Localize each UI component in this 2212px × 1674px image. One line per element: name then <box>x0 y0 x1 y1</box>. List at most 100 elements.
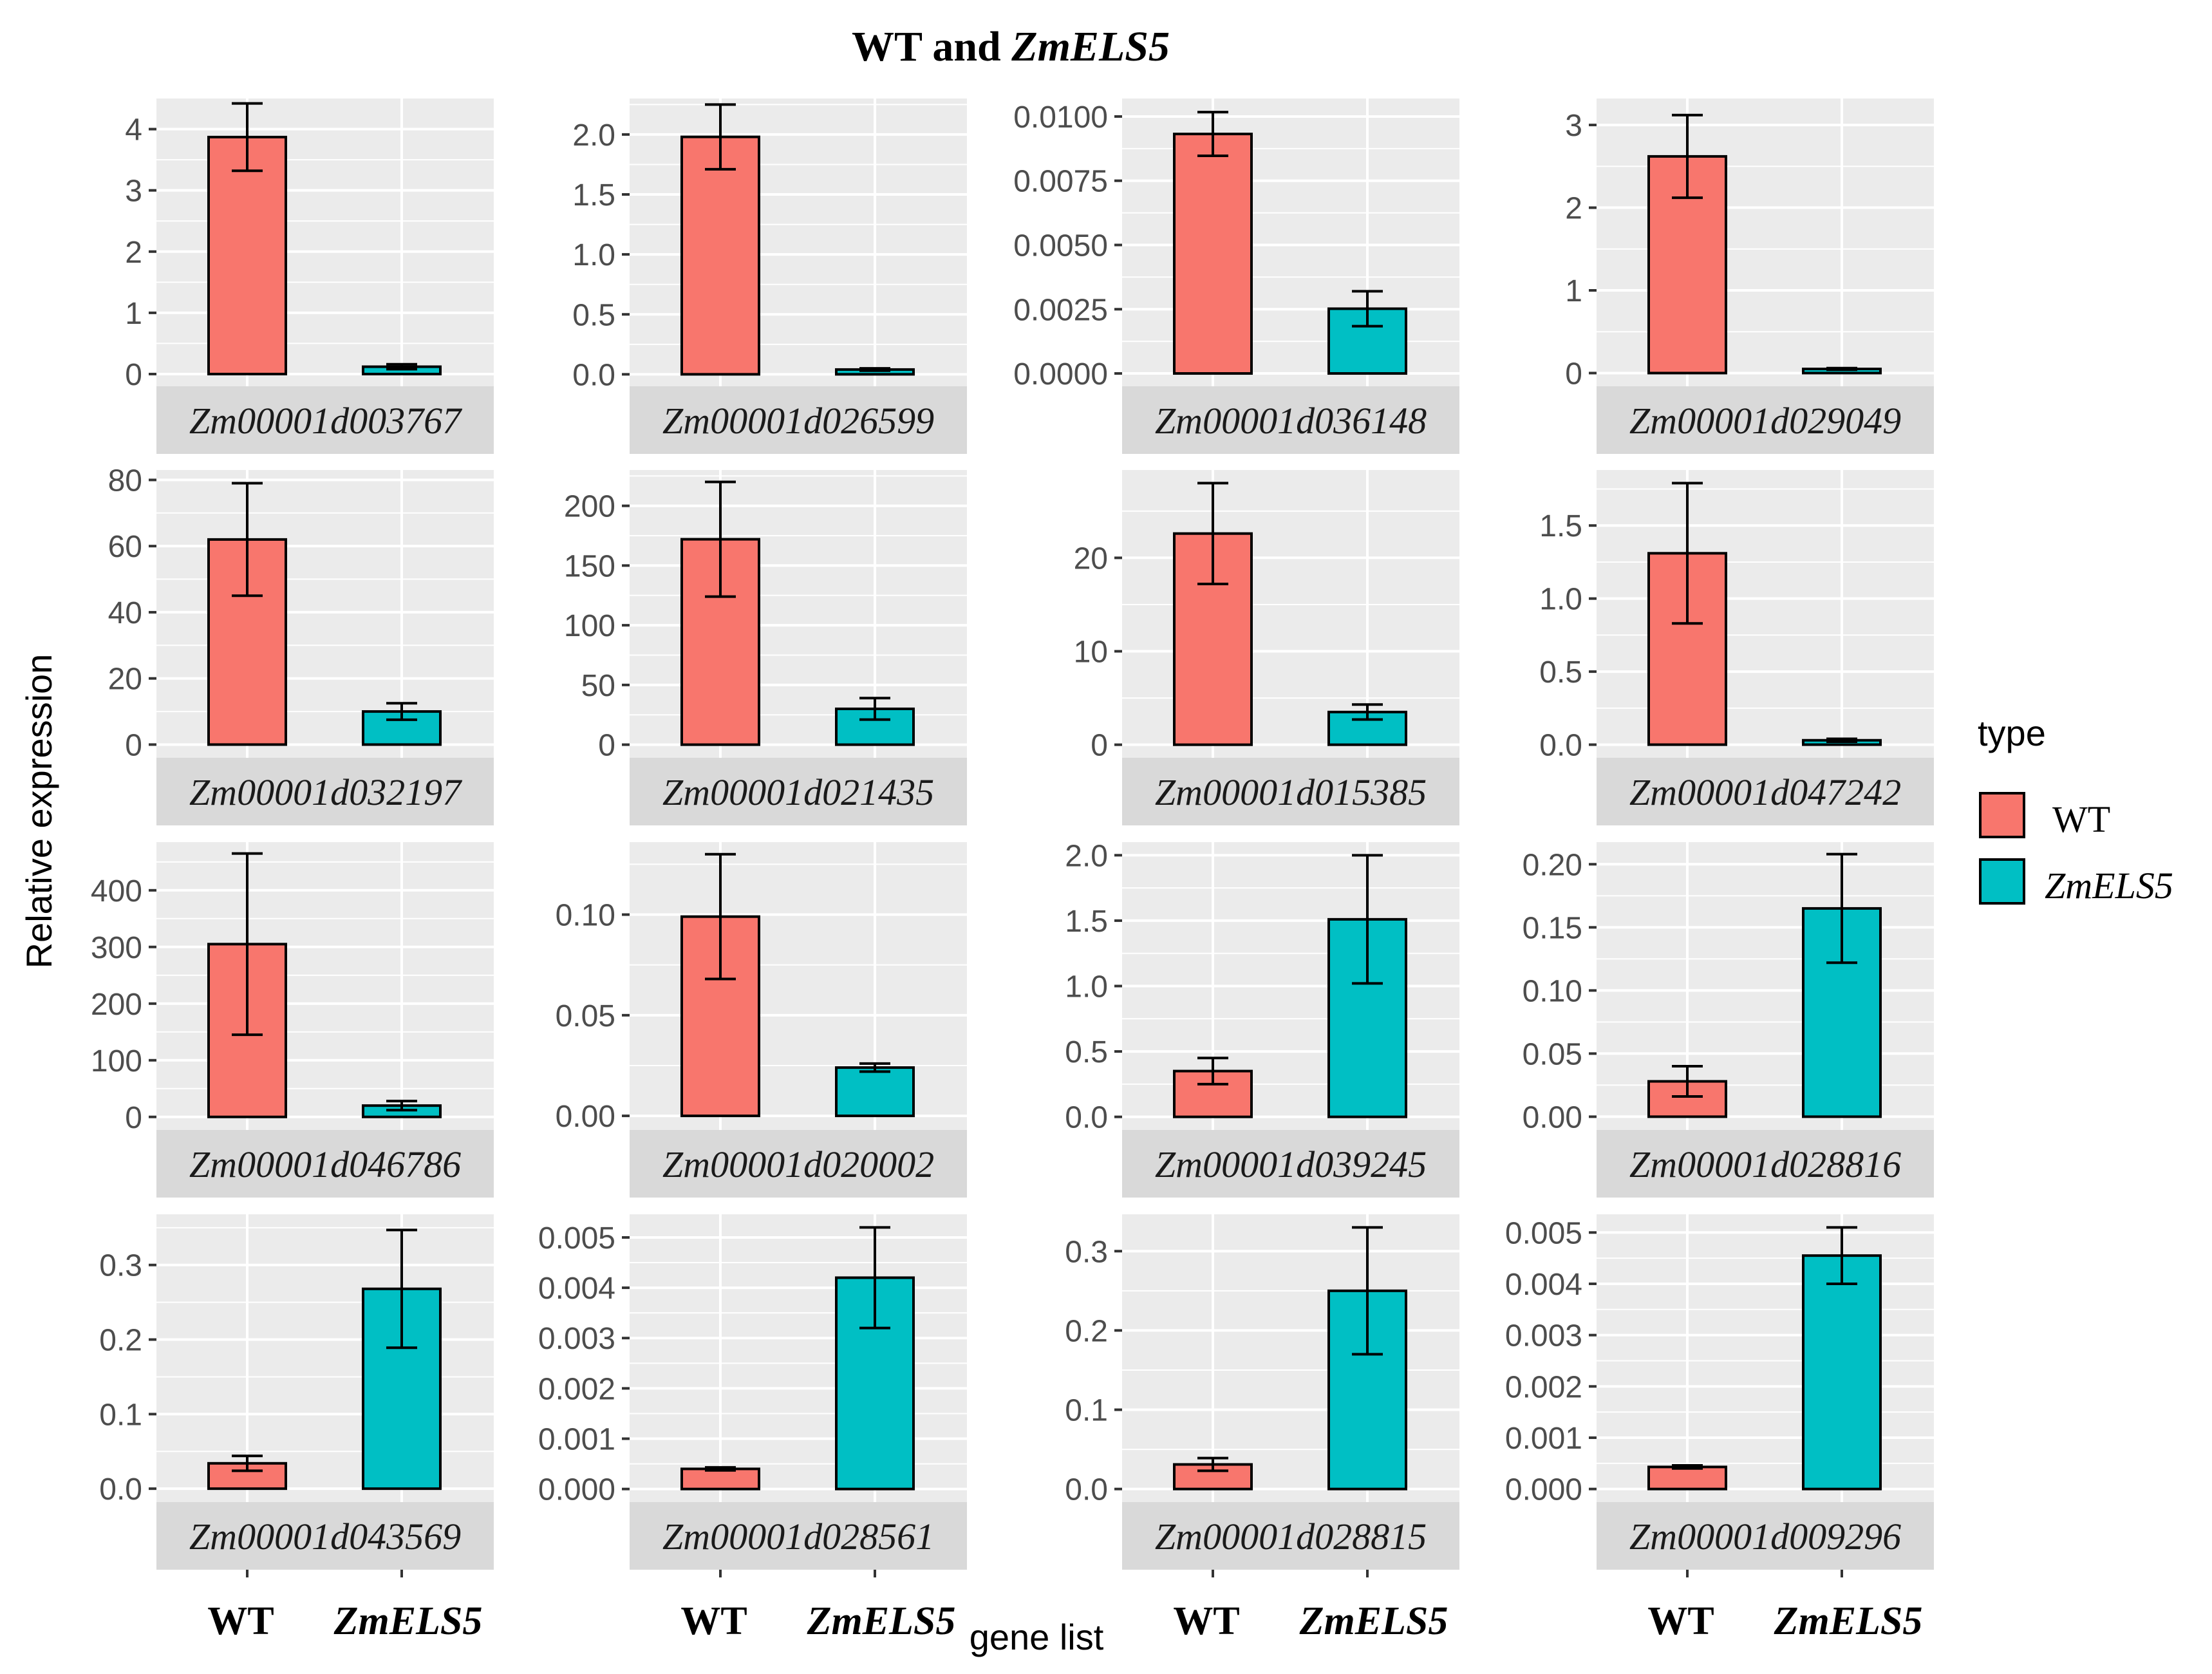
y-tick-label: 200 <box>564 490 615 524</box>
panel-Zm00001d043569: 0.0 0.1 0.2 0.3 Zm00001d043569 WT ZmELS5 <box>99 1214 494 1643</box>
legend-swatch-wt <box>1979 792 2025 838</box>
facet-strip <box>1122 758 1459 825</box>
error-bar-wt <box>1197 111 1228 158</box>
facet-strip-label: Zm00001d039245 <box>1155 1143 1427 1185</box>
y-tick-label: 80 <box>108 464 142 498</box>
y-tick-label: 0.0 <box>1065 1473 1108 1507</box>
error-bar-zmels5 <box>1352 1226 1383 1356</box>
panel-background <box>630 1214 967 1502</box>
facet-strip-label: Zm00001d047242 <box>1629 771 1901 813</box>
panel-Zm00001d047242: 0.0 0.5 1.0 1.5 Zm00001d047242 <box>1539 470 1934 825</box>
y-tick-label: 1.5 <box>1539 509 1582 543</box>
error-bar-zmels5 <box>386 1100 417 1112</box>
y-tick-label: 100 <box>91 1044 142 1078</box>
facet-strip <box>1597 1130 1934 1198</box>
facet-strip <box>1597 1502 1934 1570</box>
panel-Zm00001d009296: 0.000 0.001 0.002 0.003 0.004 0.005 Zm00001d00… <box>1505 1214 1934 1643</box>
y-tick-label: 0.10 <box>1523 974 1582 1008</box>
y-tick-label: 0.0 <box>1539 729 1582 763</box>
error-bar-wt <box>705 103 736 171</box>
panel-Zm00001d029049: 0 1 2 3 Zm00001d029049 <box>1565 99 1934 454</box>
y-tick-label: 0 <box>125 1101 142 1135</box>
legend: type WT ZmELS5 <box>1978 713 2173 907</box>
facet-strip <box>1597 386 1934 454</box>
y-tick-label: 0.000 <box>1505 1473 1582 1507</box>
error-bar-zmels5 <box>859 367 890 372</box>
facet-strip-label: Zm00001d028561 <box>662 1516 934 1557</box>
y-tick-label: 0.0025 <box>1013 293 1108 327</box>
error-bar-wt <box>705 480 736 598</box>
y-tick-label: 2.0 <box>1065 839 1108 873</box>
y-tick-label: 0.002 <box>538 1372 615 1406</box>
error-bar-zmels5 <box>1352 290 1383 328</box>
legend-swatch-zmels5 <box>1979 858 2025 905</box>
y-tick-label: 0.0 <box>99 1472 142 1507</box>
panel-background <box>1597 99 1934 386</box>
y-tick-label: 0.1 <box>1065 1394 1108 1428</box>
error-bar-wt <box>232 1454 263 1472</box>
facet-strip <box>630 1130 967 1198</box>
y-tick-label: 4 <box>125 113 142 147</box>
y-tick-label: 10 <box>1074 635 1108 670</box>
y-tick-label: 0.00 <box>556 1100 615 1134</box>
error-bar-zmels5 <box>1826 737 1857 744</box>
legend-title: type <box>1978 713 2046 753</box>
y-tick-label: 40 <box>108 596 142 630</box>
panel-background <box>1122 470 1459 758</box>
bar-zmels5 <box>1802 907 1882 1118</box>
error-bar-zmels5 <box>859 1062 890 1073</box>
error-bar-zmels5 <box>386 702 417 721</box>
error-bar-zmels5 <box>859 1226 890 1330</box>
y-tick-label: 0.0 <box>1065 1101 1108 1135</box>
y-tick-label: 150 <box>564 549 615 583</box>
panel-Zm00001d032197: 0 20 40 60 80 Zm00001d032197 <box>108 464 494 825</box>
facet-strip-label: Zm00001d009296 <box>1629 1516 1901 1557</box>
legend-label-wt: WT <box>2052 798 2110 840</box>
y-tick-label: 1 <box>125 297 142 331</box>
facet-strip <box>156 1502 494 1570</box>
facet-strip-label: Zm00001d028816 <box>1629 1143 1901 1185</box>
panel-background <box>1122 99 1459 386</box>
panel-background <box>1597 1214 1934 1502</box>
y-tick-label: 0.005 <box>1505 1216 1582 1250</box>
chart-title-plain: WT and <box>852 23 1011 70</box>
bar-zmels5 <box>1327 1289 1407 1491</box>
facet-strip <box>630 386 967 454</box>
x-tick-label-zmels5: ZmELS5 <box>333 1599 483 1643</box>
y-tick-label: 0 <box>598 729 615 763</box>
facet-strip-label: Zm00001d020002 <box>662 1143 934 1185</box>
bar-wt <box>680 135 760 376</box>
error-bar-wt <box>705 852 736 981</box>
y-tick-label: 0.5 <box>1065 1035 1108 1069</box>
bar-wt <box>680 1467 760 1491</box>
y-tick-label: 0.0075 <box>1013 165 1108 199</box>
facet-strip <box>1122 1130 1459 1198</box>
y-tick-label: 0.00 <box>1523 1100 1582 1134</box>
y-tick-label: 0.0050 <box>1013 229 1108 263</box>
facet-strip-label: Zm00001d026599 <box>662 400 934 442</box>
y-tick-label: 50 <box>581 669 615 703</box>
facet-strip-label: Zm00001d036148 <box>1155 400 1427 442</box>
panel-Zm00001d021435: 0 50 100 150 200 Zm00001d021435 <box>564 470 967 825</box>
bar-wt <box>1647 1465 1727 1491</box>
x-tick-label-wt: WT <box>207 1599 274 1643</box>
y-tick-label: 0.000 <box>538 1473 615 1507</box>
y-tick-label: 100 <box>564 609 615 643</box>
bar-wt <box>1173 133 1253 375</box>
y-tick-label: 3 <box>1565 109 1582 143</box>
error-bar-wt <box>1672 1464 1703 1470</box>
y-tick-label: 0.5 <box>572 298 615 332</box>
panel-Zm00001d003767: 0 1 2 3 4 Zm00001d003767 <box>125 99 494 454</box>
y-tick-label: 0.20 <box>1523 848 1582 882</box>
y-tick-label: 0.002 <box>1505 1370 1582 1404</box>
panel-background <box>630 99 967 386</box>
y-tick-label: 0.0 <box>572 358 615 392</box>
y-tick-label: 0.3 <box>99 1249 142 1283</box>
y-tick-label: 0.10 <box>556 899 615 933</box>
x-tick-label-zmels5: ZmELS5 <box>1774 1599 1923 1643</box>
facet-strip <box>630 1502 967 1570</box>
y-tick-label: 0 <box>125 728 142 762</box>
panel-Zm00001d028816: 0.00 0.05 0.10 0.15 0.20 Zm00001d028816 <box>1523 842 1934 1198</box>
y-tick-label: 3 <box>125 174 142 209</box>
x-axis-label: gene list <box>970 1617 1104 1657</box>
